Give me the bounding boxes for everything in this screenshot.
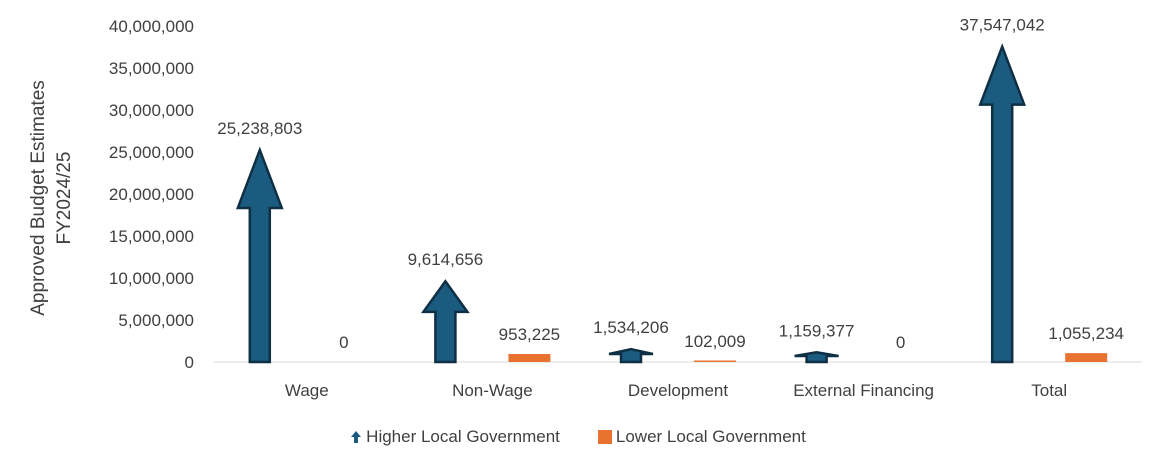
data-label: 0 (339, 333, 348, 352)
legend-item-lower: Lower Local Government (597, 427, 806, 447)
y-tick-label: 20,000,000 (109, 185, 194, 204)
arrow-bar (978, 43, 1027, 364)
y-tick-label: 35,000,000 (109, 59, 194, 78)
y-tick-label: 5,000,000 (118, 311, 194, 330)
data-label: 37,547,042 (960, 16, 1045, 35)
x-tick-label: Total (1031, 381, 1067, 400)
legend: Higher Local Government Lower Local Gove… (0, 426, 1156, 448)
bar (508, 353, 551, 362)
x-tick-label: Development (628, 381, 728, 400)
y-tick-label: 25,000,000 (109, 143, 194, 162)
arrow-bar (235, 146, 284, 364)
legend-label-higher: Higher Local Government (366, 427, 560, 446)
data-label: 102,009 (684, 332, 745, 351)
y-tick-label: 10,000,000 (109, 269, 194, 288)
data-label: 0 (896, 333, 905, 352)
arrow-bar (420, 279, 470, 364)
data-label: 9,614,656 (408, 250, 484, 269)
data-label: 1,055,234 (1048, 324, 1124, 343)
data-label: 25,238,803 (217, 119, 302, 138)
x-tick-label: External Financing (793, 381, 934, 400)
bar (1065, 353, 1108, 362)
legend-label-lower: Lower Local Government (615, 427, 806, 446)
y-tick-label: 15,000,000 (109, 227, 194, 246)
y-tick-label: 40,000,000 (109, 17, 194, 36)
legend-swatch-lower (597, 430, 612, 444)
bar (694, 360, 736, 362)
data-label: 1,534,206 (593, 318, 669, 337)
arrow-bar (794, 350, 839, 364)
legend-item-higher: Higher Local Government (350, 427, 560, 447)
data-label: 1,159,377 (779, 321, 855, 340)
arrow-bar (608, 347, 654, 364)
y-axis-label: Approved Budget Estimates FY2024/25 (28, 80, 75, 316)
x-tick-label: Non-Wage (452, 381, 533, 400)
data-label: 953,225 (499, 325, 560, 344)
bar-chart: 0 5,000,000 10,000,000 15,000,000 20,000,000… (28, 16, 1142, 400)
x-tick-label: Wage (285, 381, 329, 400)
y-tick-label: 0 (185, 353, 194, 372)
arrow-icon (351, 431, 362, 443)
y-tick-label: 30,000,000 (109, 101, 194, 120)
